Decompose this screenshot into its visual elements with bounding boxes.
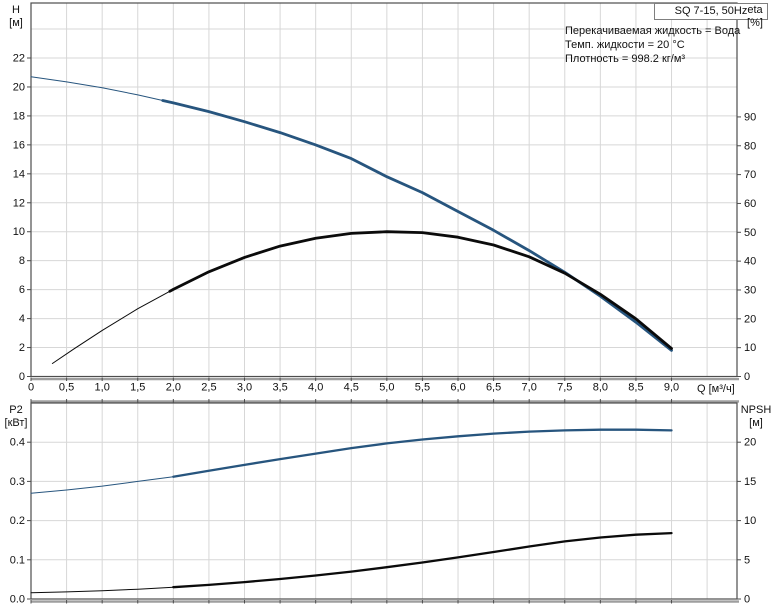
hq_panel-frame: [30, 2, 739, 381]
svg-text:20: 20: [744, 313, 756, 325]
svg-text:16: 16: [13, 139, 25, 151]
p2_npsh_panel-grid: [31, 403, 737, 599]
svg-text:2,0: 2,0: [166, 382, 181, 394]
svg-text:3,5: 3,5: [272, 382, 287, 394]
svg-text:5: 5: [744, 554, 750, 566]
svg-text:6,0: 6,0: [450, 382, 465, 394]
svg-text:0.4: 0.4: [10, 437, 25, 449]
hq_panel-tick-labels: 0 2 4 6 8 10 12 14 16 18 20 22 0 10 20 30 40 50 60 70 80 90 0 0…: [13, 53, 757, 394]
svg-text:0: 0: [28, 382, 34, 394]
svg-text:12: 12: [13, 197, 25, 209]
svg-text:0.3: 0.3: [10, 476, 25, 488]
npsh-axis-title-line1: NPSH: [740, 404, 772, 416]
eta-curve: [51, 230, 673, 364]
svg-text:10: 10: [13, 226, 25, 238]
svg-text:1,5: 1,5: [130, 382, 145, 394]
svg-text:0: 0: [19, 371, 25, 383]
svg-text:18: 18: [13, 110, 25, 122]
info-line-density: Плотность = 998.2 кг/м³: [565, 53, 686, 65]
p2_npsh_panel-ticks: [27, 399, 741, 604]
hq_panel-ticks: [27, 57, 741, 381]
svg-text:0.1: 0.1: [10, 554, 25, 566]
p2-axis-title-line1: P2: [9, 404, 23, 416]
h-axis-title-line2: [м]: [9, 17, 23, 29]
q-axis-title: Q [м³/ч]: [697, 383, 735, 395]
svg-text:10: 10: [744, 342, 756, 354]
svg-text:70: 70: [744, 169, 756, 181]
svg-text:0.2: 0.2: [10, 515, 25, 527]
svg-text:8,0: 8,0: [593, 382, 608, 394]
svg-text:50: 50: [744, 227, 756, 239]
svg-text:7,5: 7,5: [557, 382, 572, 394]
svg-text:7,0: 7,0: [522, 382, 537, 394]
svg-text:20: 20: [744, 437, 756, 449]
npsh-axis-title: NPSH [м]: [738, 404, 774, 430]
eta-axis-title-line1: eta: [747, 4, 763, 16]
svg-text:1,0: 1,0: [95, 382, 110, 394]
svg-text:4,5: 4,5: [344, 382, 359, 394]
svg-text:0: 0: [744, 371, 750, 383]
npsh-axis-title-line2: [м]: [749, 417, 763, 429]
svg-text:6: 6: [19, 284, 25, 296]
p2-axis-title-line2: [кВт]: [4, 417, 28, 429]
info-line-fluid: Перекачиваемая жидкость = Вода: [565, 25, 741, 37]
svg-text:0.0: 0.0: [10, 594, 25, 606]
svg-text:22: 22: [13, 53, 25, 65]
svg-text:8,5: 8,5: [628, 382, 643, 394]
svg-text:20: 20: [13, 81, 25, 93]
svg-text:6,5: 6,5: [486, 382, 501, 394]
svg-text:60: 60: [744, 198, 756, 210]
info-line-temperature: Темп. жидкости = 20 °C: [565, 39, 685, 51]
fluid-info-block: Перекачиваемая жидкость = Вода Темп. жид…: [565, 24, 740, 66]
svg-text:30: 30: [744, 284, 756, 296]
svg-text:2,5: 2,5: [201, 382, 216, 394]
svg-text:8: 8: [19, 255, 25, 267]
p2_npsh_panel-frame: [30, 400, 739, 603]
h-axis-title: H [м]: [4, 4, 28, 30]
svg-text:80: 80: [744, 140, 756, 152]
h-axis-title-line1: H: [12, 4, 20, 16]
p2-axis-title: P2 [кВт]: [2, 404, 30, 430]
svg-text:3,0: 3,0: [237, 382, 252, 394]
svg-text:10: 10: [744, 515, 756, 527]
eta-axis-title-line2: [%]: [747, 17, 763, 29]
svg-text:9,0: 9,0: [664, 382, 679, 394]
eta-axis-title: eta [%]: [741, 4, 769, 30]
pump-model-badge: SQ 7-15, 50Hz: [654, 3, 768, 20]
svg-text:15: 15: [744, 476, 756, 488]
svg-text:0,5: 0,5: [59, 382, 74, 394]
svg-text:40: 40: [744, 256, 756, 268]
p2_npsh_panel-tick-labels: 0.0 0.1 0.2 0.3 0.4 0 5 10 15 20: [10, 437, 757, 606]
svg-text:90: 90: [744, 111, 756, 123]
svg-text:14: 14: [13, 168, 25, 180]
svg-text:5,0: 5,0: [379, 382, 394, 394]
p2-curve: [30, 428, 673, 494]
npsh-curve: [30, 531, 673, 594]
svg-text:2: 2: [19, 342, 25, 354]
hq_panel-grid: [31, 3, 737, 377]
svg-text:4: 4: [19, 313, 25, 325]
svg-text:4,0: 4,0: [308, 382, 323, 394]
svg-text:5,5: 5,5: [415, 382, 430, 394]
svg-text:0: 0: [744, 594, 750, 606]
